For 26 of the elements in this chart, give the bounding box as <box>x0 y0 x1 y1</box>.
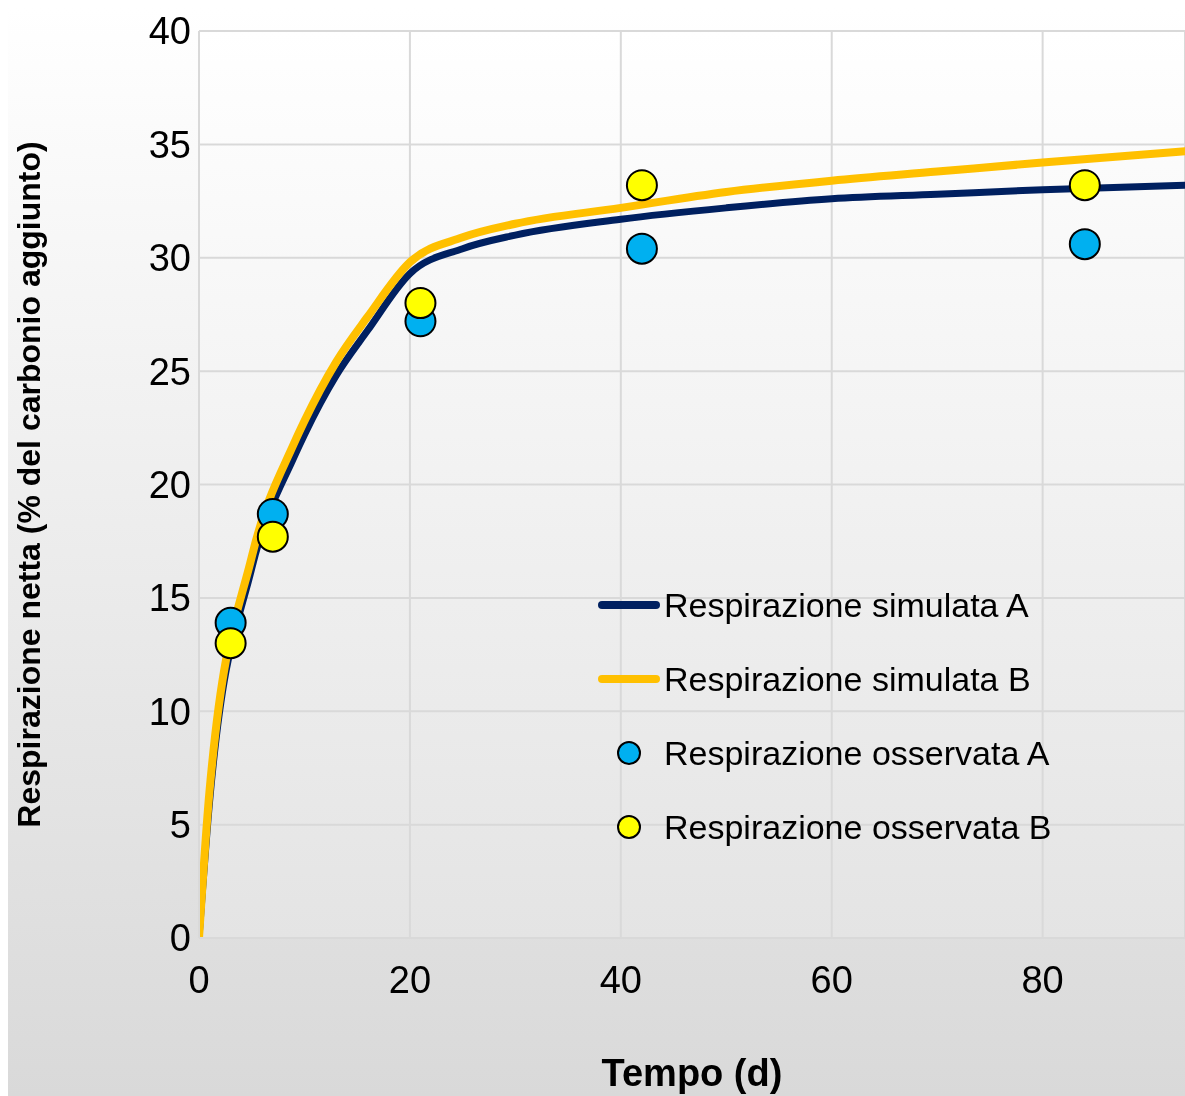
y-axis-title: Respirazione netta (% del carbonio aggiunto) <box>11 141 48 828</box>
y-tick-label: 10 <box>148 690 191 733</box>
point <box>1068 169 1101 202</box>
legend-label: Respirazione osservata A <box>664 733 1050 773</box>
y-tick-label: 15 <box>148 577 191 620</box>
point <box>404 287 437 320</box>
y-tick-label: 25 <box>148 350 191 393</box>
legend-label: Respirazione simulata B <box>664 659 1031 699</box>
y-tick-label: 40 <box>148 10 191 53</box>
point <box>1068 228 1101 261</box>
x-axis-title: Tempo (d) <box>601 1052 783 1094</box>
point <box>214 627 247 660</box>
point <box>625 169 658 202</box>
x-tick-label: 60 <box>810 958 853 1001</box>
y-tick-label: 20 <box>148 463 191 506</box>
legend-label: Respirazione osservata B <box>664 807 1052 847</box>
x-tick-label: 40 <box>599 958 642 1001</box>
x-tick-label: 20 <box>388 958 432 1001</box>
x-tick-label: 80 <box>1021 958 1064 1001</box>
legend-label: Respirazione simulata A <box>664 585 1029 625</box>
y-tick-label: 35 <box>148 123 191 166</box>
point <box>625 232 658 265</box>
y-tick-label: 5 <box>169 804 191 847</box>
y-tick-label: 30 <box>148 237 191 280</box>
point <box>256 520 289 553</box>
y-tick-label: 0 <box>169 917 191 960</box>
